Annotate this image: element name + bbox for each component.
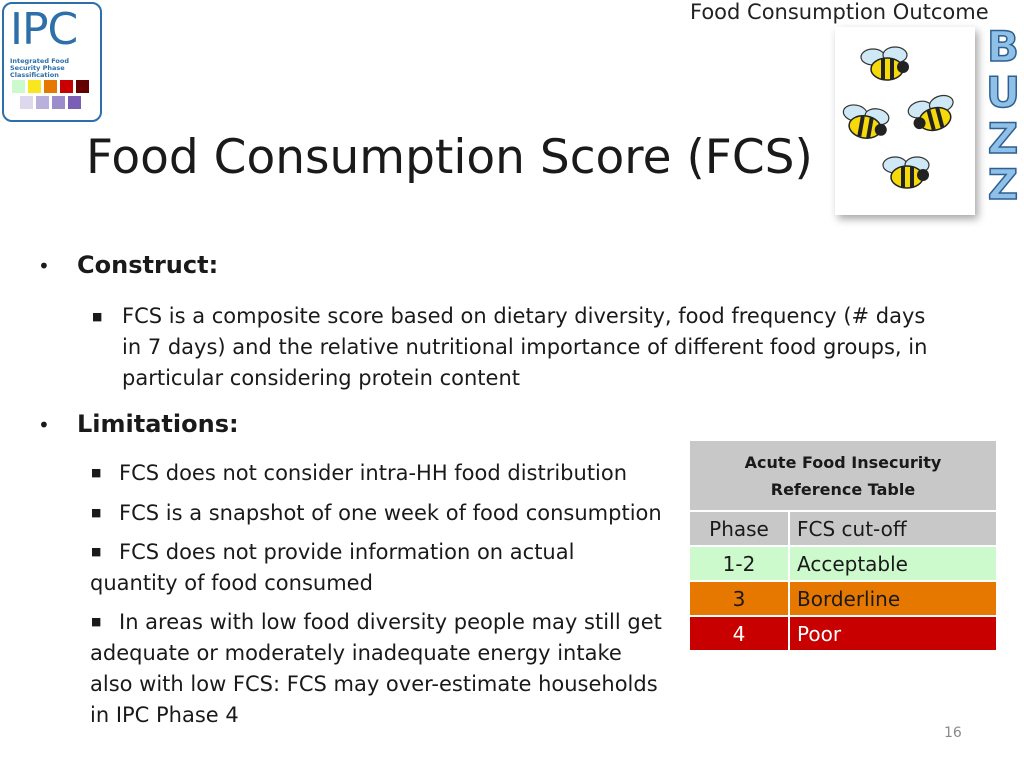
page-number: 16 bbox=[944, 725, 962, 741]
construct-heading: Construct: bbox=[77, 251, 219, 279]
ipc-logo-letters: IPC bbox=[10, 4, 78, 55]
bees-illustration bbox=[835, 27, 975, 215]
logo-swatch bbox=[60, 80, 73, 93]
slide-title: Food Consumption Score (FCS) bbox=[86, 130, 813, 185]
table-row: 1-2 Acceptable bbox=[690, 547, 996, 580]
bee-icon bbox=[860, 46, 909, 81]
limitations-heading: Limitations: bbox=[77, 410, 239, 438]
limitation-item: FCS does not consider intra-HH food dist… bbox=[119, 461, 628, 485]
table-title-line: Reference Table bbox=[770, 479, 916, 499]
bees-image bbox=[842, 46, 954, 189]
cutoff-cell: Poor bbox=[790, 617, 996, 650]
logo-swatch bbox=[28, 80, 41, 93]
header-label: Food Consumption Outcome bbox=[690, 0, 989, 24]
logo-swatch bbox=[52, 96, 65, 109]
logo-swatch bbox=[68, 96, 81, 109]
buzz-letter: Z bbox=[987, 160, 1019, 209]
buzz-letter: Z bbox=[987, 114, 1019, 163]
col-header-phase: Phase bbox=[690, 512, 788, 545]
buzz-letter: U bbox=[985, 68, 1021, 117]
phase-cell: 4 bbox=[690, 617, 788, 650]
table-header-row: Phase FCS cut-off bbox=[690, 512, 996, 545]
bee-icon bbox=[907, 94, 954, 132]
phase-cell: 1-2 bbox=[690, 547, 788, 580]
limitation-item: In areas with low food diversity people … bbox=[90, 610, 662, 727]
table-title-line: Acute Food Insecurity bbox=[744, 452, 942, 472]
col-header-cutoff: FCS cut-off bbox=[790, 512, 996, 545]
buzz-wordart: B U Z Z bbox=[985, 22, 1021, 209]
limitation-item: FCS is a snapshot of one week of food co… bbox=[119, 501, 662, 525]
limitation-item: FCS does not provide information on actu… bbox=[90, 540, 575, 595]
cutoff-cell: Borderline bbox=[790, 582, 996, 615]
square-bullet: ■ bbox=[91, 615, 102, 628]
square-bullet: ■ bbox=[91, 506, 102, 519]
table-row: 4 Poor bbox=[690, 617, 996, 650]
bee-icon bbox=[842, 104, 890, 139]
bullet-dot: • bbox=[38, 413, 50, 437]
logo-swatch bbox=[36, 96, 49, 109]
logo-swatch bbox=[12, 80, 25, 93]
logo-swatch bbox=[76, 80, 89, 93]
table-title: Acute Food Insecurity Reference Table bbox=[690, 441, 996, 510]
bullet-dot: • bbox=[38, 254, 50, 278]
logo-swatch bbox=[20, 96, 33, 109]
bee-icon bbox=[882, 156, 930, 189]
table-row: 3 Borderline bbox=[690, 582, 996, 615]
construct-item: FCS is a composite score based on dietar… bbox=[122, 304, 928, 390]
phase-cell: 3 bbox=[690, 582, 788, 615]
square-bullet: ■ bbox=[91, 466, 102, 479]
cutoff-cell: Acceptable bbox=[790, 547, 996, 580]
logo-swatch bbox=[44, 80, 57, 93]
square-bullet: ■ bbox=[92, 310, 103, 323]
square-bullet: ■ bbox=[91, 545, 102, 558]
buzz-letter: B bbox=[986, 22, 1020, 71]
reference-table: Acute Food Insecurity Reference Table Ph… bbox=[690, 441, 996, 650]
ipc-logo-subtitle: Integrated Food Security Phase Classific… bbox=[10, 57, 69, 79]
